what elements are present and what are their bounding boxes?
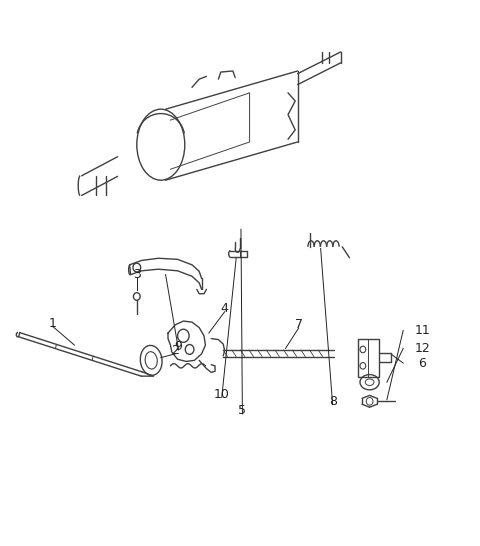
Text: 2: 2 xyxy=(171,344,179,357)
Text: 3: 3 xyxy=(133,268,141,281)
Text: 11: 11 xyxy=(415,324,430,337)
Text: 1: 1 xyxy=(49,317,57,330)
Text: 8: 8 xyxy=(329,395,336,408)
Text: 10: 10 xyxy=(214,388,230,401)
Text: 7: 7 xyxy=(295,318,302,331)
Text: 12: 12 xyxy=(415,342,430,355)
Text: 5: 5 xyxy=(239,404,246,417)
Text: 4: 4 xyxy=(221,302,228,315)
Text: 9: 9 xyxy=(175,340,182,353)
Text: 6: 6 xyxy=(419,357,426,370)
